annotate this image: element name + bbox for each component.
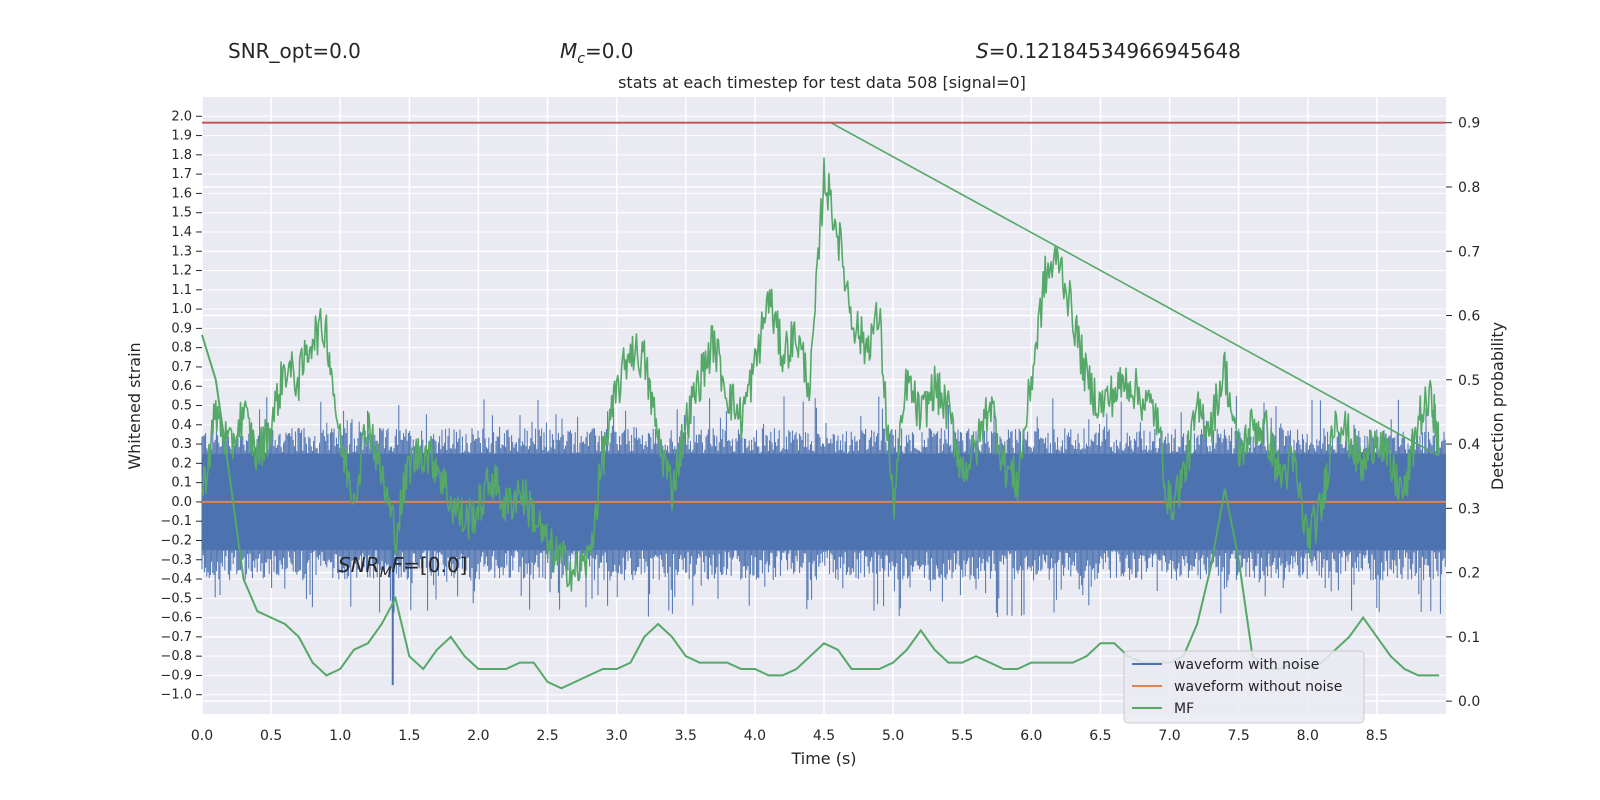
x-tick-label: 2.0 (467, 728, 489, 744)
left-tick-label: 1.7 (171, 167, 192, 182)
left-tick-label: −0.5 (160, 591, 192, 606)
right-axis-label: Detection probability (1488, 322, 1507, 490)
chirp-mass-symbol: M (560, 39, 577, 63)
left-tick-label: 0.8 (171, 341, 192, 356)
legend-box (1123, 650, 1365, 724)
left-tick-label: −0.6 (160, 611, 192, 626)
x-tick-label: 3.0 (606, 728, 628, 744)
left-tick-label: −0.8 (160, 649, 192, 664)
x-tick-label: 4.0 (744, 728, 766, 744)
x-tick-label: 1.0 (329, 728, 351, 744)
x-tick-label: 2.5 (536, 728, 558, 744)
left-tick-label: 1.5 (171, 206, 192, 221)
snr-opt-label: SNR_opt=0.0 (228, 39, 361, 63)
x-tick-label: 5.0 (882, 728, 904, 744)
s-symbol: S (976, 39, 989, 63)
right-tick-label: 0.5 (1458, 373, 1480, 389)
left-tick-label: 0.2 (171, 456, 192, 471)
x-tick-label: 6.5 (1089, 728, 1111, 744)
snr-mf-subscript: M (380, 565, 392, 581)
s-value: =0.12184534966945648 (989, 39, 1241, 63)
right-tick-label: 0.3 (1458, 501, 1480, 517)
left-tick-label: −0.2 (160, 533, 192, 548)
probability-jagged-line (201, 121, 1440, 592)
x-tick-label: 7.0 (1158, 728, 1180, 744)
left-tick-label: 1.4 (171, 225, 192, 240)
right-tick-label: 0.9 (1458, 116, 1480, 132)
x-tick-label: 0.5 (260, 728, 282, 744)
left-tick-label: 0.7 (171, 360, 192, 375)
left-tick-label: −0.1 (160, 514, 192, 529)
legend: waveform with noise waveform without noi… (1123, 650, 1365, 724)
left-tick-label: 0.9 (171, 321, 192, 336)
left-axis-label: Whitened strain (125, 342, 144, 469)
right-tick-label: 0.0 (1458, 694, 1480, 710)
snr-mf-symbol: SNR (338, 553, 380, 577)
left-tick-label: 1.6 (171, 186, 192, 201)
left-tick-label: 2.0 (171, 109, 192, 124)
left-tick-label: −1.0 (160, 688, 192, 703)
left-tick-label: 1.1 (171, 283, 192, 298)
left-tick-label: −0.4 (160, 572, 192, 587)
x-tick-label: 6.0 (1020, 728, 1042, 744)
right-tick-label: 0.2 (1458, 566, 1480, 582)
legend-label-waveform-with-noise: waveform with noise (1174, 657, 1319, 673)
snr-mf-suffix: F (392, 553, 404, 577)
left-tick-label: −0.7 (160, 630, 192, 645)
x-tick-label: 8.5 (1366, 728, 1388, 744)
left-tick-label: 0.4 (171, 418, 192, 433)
right-tick-label: 0.7 (1458, 244, 1480, 260)
left-tick-label: 0.1 (171, 476, 192, 491)
chirp-mass-value: =0.0 (585, 39, 634, 63)
right-tick-label: 0.4 (1458, 437, 1480, 453)
x-tick-label: 5.5 (951, 728, 973, 744)
left-tick-label: 0.5 (171, 399, 192, 414)
right-axis-ticks: 0.0 0.1 0.2 0.3 0.4 0.5 0.6 0.7 0.8 0.9 (1446, 116, 1480, 710)
x-axis-label: Time (s) (790, 749, 856, 768)
chirp-mass-subscript: c (577, 51, 585, 67)
left-tick-label: 1.0 (171, 302, 192, 317)
left-tick-label: 1.2 (171, 264, 192, 279)
left-axis-ticks: −1.0 −0.9 −0.8 −0.7 −0.6 −0.5 −0.4 −0.3 −0.2 −0.1… (160, 109, 202, 703)
snr-mf-value: =[0.0] (403, 553, 467, 577)
x-tick-label: 3.5 (675, 728, 697, 744)
x-tick-label: 4.5 (813, 728, 835, 744)
series-mf (201, 121, 1440, 690)
right-tick-label: 0.6 (1458, 309, 1480, 325)
right-tick-label: 0.8 (1458, 180, 1480, 196)
left-tick-label: 1.9 (171, 129, 192, 144)
left-tick-label: 0.3 (171, 437, 192, 452)
left-tick-label: 1.8 (171, 148, 192, 163)
snr-mf-annotation: SNRMF=[0.0] (338, 553, 467, 581)
left-tick-label: −0.3 (160, 553, 192, 568)
x-tick-label: 0.0 (191, 728, 213, 744)
left-tick-label: 0.0 (171, 495, 192, 510)
chirp-mass-label: Mc=0.0 (560, 39, 634, 67)
x-axis-ticks: 0.0 0.5 1.0 1.5 2.0 2.5 3.0 3.5 4.0 4.5 5.0 5.5 6.0 6… (191, 728, 1388, 744)
legend-label-waveform-without-noise: waveform without noise (1174, 679, 1342, 695)
x-tick-label: 8.0 (1297, 728, 1319, 744)
left-tick-label: 1.3 (171, 244, 192, 259)
left-tick-label: 0.6 (171, 379, 192, 394)
mf-smooth-line (201, 334, 1440, 690)
right-tick-label: 0.1 (1458, 630, 1480, 646)
x-tick-label: 7.5 (1228, 728, 1250, 744)
legend-label-mf: MF (1174, 701, 1194, 717)
x-tick-label: 1.5 (398, 728, 420, 744)
left-tick-label: −0.9 (160, 668, 192, 683)
s-label: S=0.12184534966945648 (976, 39, 1241, 63)
chart-title: stats at each timestep for test data 508… (618, 73, 1026, 92)
